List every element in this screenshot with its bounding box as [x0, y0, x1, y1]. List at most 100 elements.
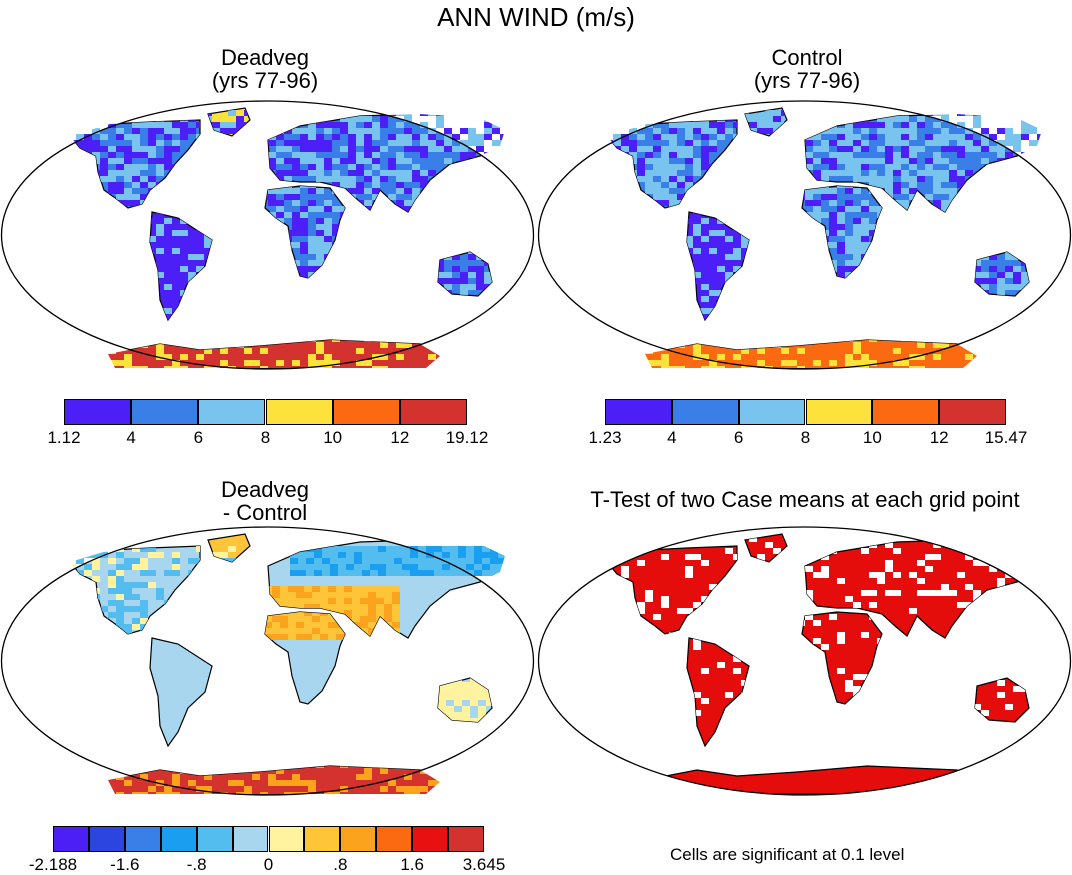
grid-cell	[781, 254, 789, 260]
grid-cell	[204, 152, 212, 158]
grid-cell	[372, 146, 380, 152]
grid-cell	[452, 164, 460, 170]
grid-cell	[188, 792, 196, 794]
grid-cell	[324, 360, 332, 366]
grid-cell	[140, 248, 148, 254]
grid-cell	[933, 266, 941, 272]
grid-cell	[172, 594, 180, 600]
grid-cell	[284, 158, 292, 164]
grid-cell	[436, 308, 444, 314]
grid-cell	[204, 140, 212, 146]
grid-cell	[300, 206, 308, 212]
grid-cell	[709, 584, 717, 590]
grid-cell	[252, 236, 260, 242]
grid-cell	[384, 604, 392, 610]
grid-cell	[372, 336, 380, 342]
grid-cell	[100, 170, 108, 176]
grid-cell	[901, 308, 909, 314]
grid-cell	[813, 176, 821, 182]
grid-cell	[260, 236, 268, 242]
grid-cell	[957, 140, 965, 146]
grid-cell	[412, 146, 420, 152]
grid-cell	[328, 604, 336, 610]
grid-cell	[204, 284, 212, 290]
deadveg-map	[0, 100, 535, 370]
grid-cell	[781, 360, 789, 366]
grid-cell	[276, 206, 284, 212]
grid-cell	[989, 314, 997, 320]
grid-cell	[260, 182, 268, 188]
grid-cell	[637, 308, 645, 314]
grid-cell	[444, 354, 452, 360]
grid-cell	[933, 366, 941, 368]
grid-cell	[805, 354, 813, 360]
grid-cell	[388, 218, 396, 224]
grid-cell	[805, 266, 813, 272]
grid-cell	[701, 354, 709, 360]
grid-cell	[741, 212, 749, 218]
grid-cell	[116, 278, 124, 284]
grid-cell	[1021, 326, 1029, 332]
grid-cell	[220, 348, 228, 354]
grid-cell	[733, 158, 741, 164]
grid-cell	[845, 206, 853, 212]
grid-cell	[468, 176, 476, 182]
grid-cell	[749, 272, 757, 278]
grid-cell	[116, 564, 124, 570]
grid-cell	[70, 158, 76, 164]
grid-cell	[284, 342, 292, 348]
grid-cell	[484, 326, 492, 332]
grid-cell	[661, 194, 669, 200]
grid-cell	[490, 552, 498, 558]
grid-cell	[973, 656, 981, 662]
grid-cell	[597, 536, 605, 542]
grid-cell	[957, 360, 965, 366]
grid-cell	[508, 260, 516, 266]
grid-cell	[885, 110, 893, 116]
grid-cell	[100, 146, 108, 152]
grid-cell	[100, 260, 108, 266]
grid-cell	[388, 206, 396, 212]
grid-cell	[268, 242, 276, 248]
grid-cell	[436, 206, 444, 212]
grid-cell	[765, 182, 773, 188]
grid-cell	[100, 786, 108, 792]
grid-cell	[717, 360, 725, 366]
grid-cell	[388, 110, 396, 116]
grid-cell	[308, 260, 316, 266]
grid-cell	[494, 712, 502, 718]
grid-cell	[613, 260, 621, 266]
grid-cell	[1037, 158, 1042, 164]
grid-cell	[1013, 146, 1021, 152]
grid-cell	[454, 700, 462, 706]
grid-cell	[1053, 260, 1061, 266]
grid-cell	[140, 366, 148, 368]
grid-cell	[420, 110, 428, 116]
grid-cell	[340, 762, 348, 768]
grid-cell	[877, 248, 885, 254]
grid-cell	[1037, 206, 1042, 212]
grid-cell	[148, 284, 156, 290]
grid-cell	[300, 320, 308, 326]
grid-cell	[388, 320, 396, 326]
grid-cell	[965, 182, 973, 188]
grid-cell	[212, 630, 220, 636]
grid-cell	[885, 140, 893, 146]
grid-cell	[124, 200, 132, 206]
control-map	[537, 100, 1072, 370]
grid-cell	[434, 546, 442, 552]
grid-cell	[821, 692, 829, 698]
grid-cell	[338, 546, 346, 552]
grid-cell	[677, 608, 685, 614]
grid-cell	[613, 308, 621, 314]
grid-cell	[773, 620, 781, 626]
grid-cell	[180, 762, 188, 768]
grid-cell	[402, 546, 410, 552]
grid-cell	[621, 572, 629, 578]
grid-cell	[829, 212, 837, 218]
grid-cell	[220, 774, 228, 780]
grid-cell	[236, 308, 244, 314]
grid-cell	[188, 230, 196, 236]
grid-cell	[444, 366, 452, 368]
grid-cell	[989, 164, 997, 170]
